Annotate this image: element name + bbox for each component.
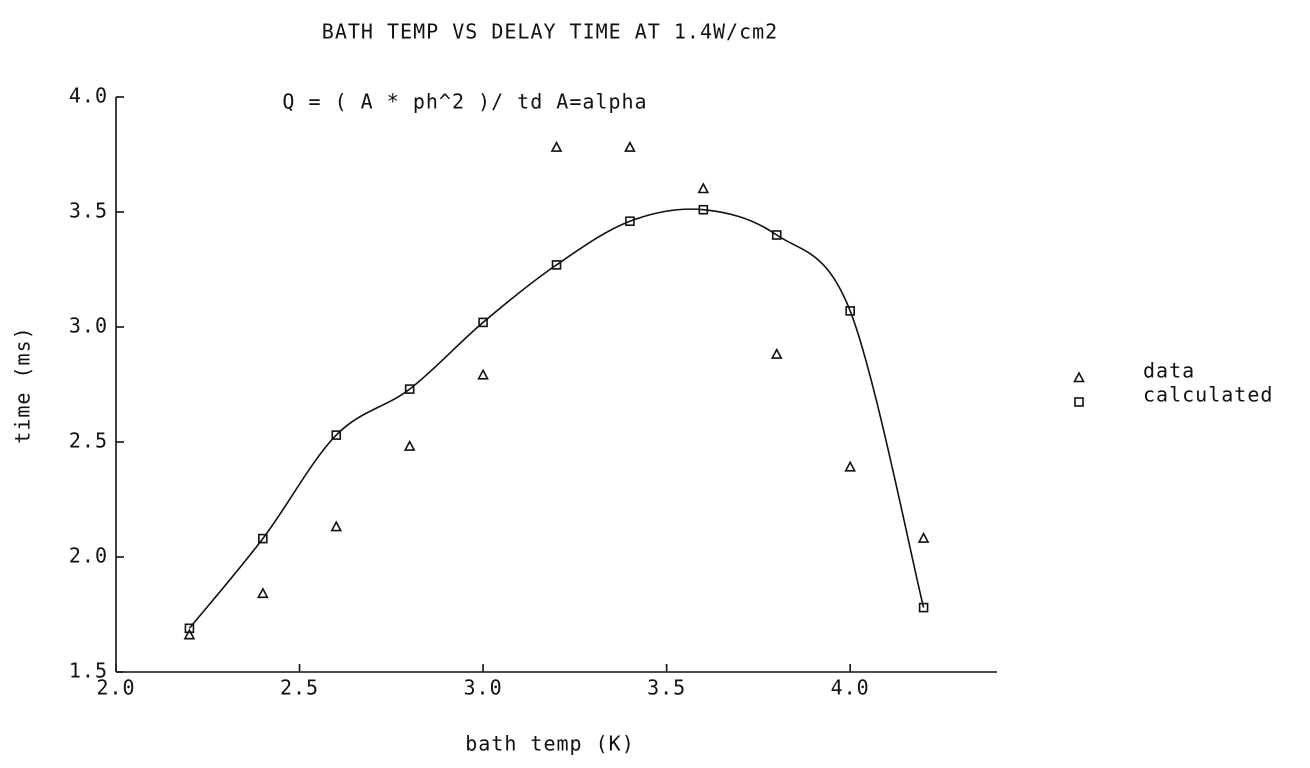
square-marker [845, 306, 855, 316]
x-tick-label: 2.5 [280, 676, 319, 700]
square-marker [771, 230, 782, 240]
x-tick-label: 3.0 [464, 676, 503, 700]
y-tick-label: 3.0 [69, 314, 108, 338]
triangle-marker [917, 531, 930, 543]
x-axis-label: bath temp (K) [465, 732, 635, 756]
triangle-marker [183, 628, 196, 640]
annotation: Q = ( A * ph^2 )/ td A=alpha [282, 90, 647, 114]
triangle-marker [550, 140, 563, 152]
triangle-marker [477, 368, 489, 380]
triangle-marker [624, 140, 636, 152]
square-marker [918, 602, 929, 613]
square-marker [551, 260, 562, 270]
square-marker [698, 204, 709, 215]
x-tick-label: 2.0 [96, 676, 135, 700]
chart-title: BATH TEMP VS DELAY TIME AT 1.4W/cm2 [322, 20, 778, 44]
triangle-marker [697, 182, 710, 194]
square-marker [404, 384, 415, 394]
x-tick-label: 3.5 [647, 676, 686, 700]
legend-label: data [1143, 359, 1195, 383]
legend-label: calculated [1143, 383, 1273, 407]
square-marker [184, 623, 195, 634]
square-marker [478, 317, 488, 328]
y-axis-label: time (ms) [11, 326, 35, 443]
y-tick-label: 2.5 [69, 429, 108, 453]
triangle-marker [330, 520, 343, 532]
legend-marker [1073, 371, 1085, 383]
triangle-marker [257, 587, 269, 599]
square-marker [331, 430, 342, 440]
x-tick-label: 4.0 [831, 676, 870, 700]
fit-line [188, 208, 925, 629]
square-marker [625, 216, 635, 226]
legend-marker [1074, 397, 1084, 407]
y-tick-label: 4.0 [69, 84, 108, 108]
triangle-marker [844, 460, 856, 472]
triangle-marker [403, 439, 416, 451]
y-tick-label: 1.5 [69, 659, 108, 683]
y-tick-label: 2.0 [69, 544, 108, 568]
triangle-marker [770, 347, 783, 359]
y-tick-label: 3.5 [69, 199, 108, 223]
square-marker [258, 533, 268, 544]
